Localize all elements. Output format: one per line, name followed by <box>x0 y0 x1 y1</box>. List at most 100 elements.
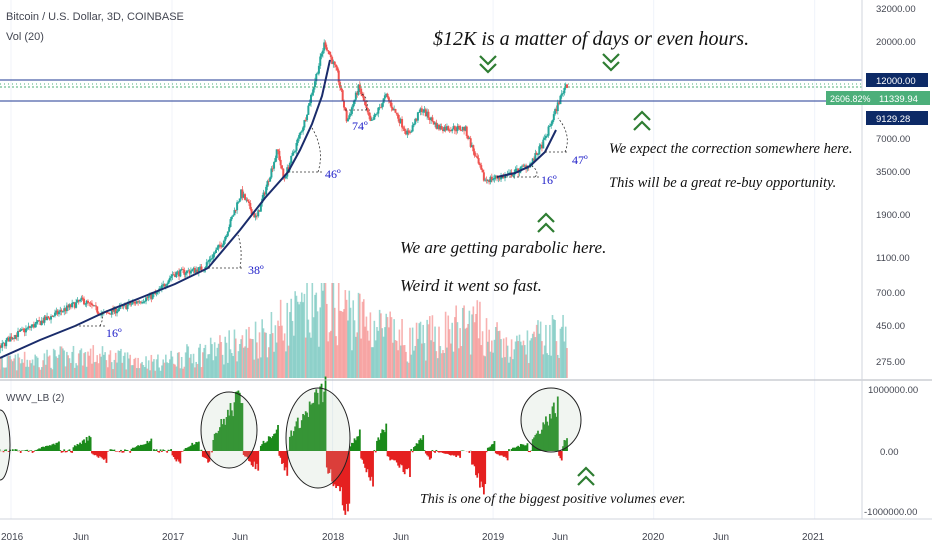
candle-body <box>180 269 183 270</box>
candle-body <box>287 167 290 170</box>
wwv-bar <box>416 443 419 451</box>
volume-bar <box>541 341 543 378</box>
volume-bar <box>186 344 188 378</box>
volume-bar <box>279 299 282 378</box>
wwv-bar <box>163 450 166 451</box>
volume-bar <box>258 332 261 378</box>
wwv-bar <box>234 391 237 451</box>
wwv-bar <box>38 448 41 451</box>
volume-bar <box>549 324 551 378</box>
wwv-bar <box>541 429 543 451</box>
wwv-bar <box>216 433 219 451</box>
volume-bar <box>67 355 69 378</box>
wwv-indicator-label[interactable]: WWV_LB (2) <box>6 393 65 404</box>
volume-bar <box>73 367 76 378</box>
wwv-bar <box>426 451 429 456</box>
volume-bar <box>480 345 483 378</box>
wwv-bar <box>180 451 183 452</box>
candle-body <box>387 97 390 101</box>
wwv-bar <box>502 451 505 457</box>
wwv-bar <box>68 449 71 451</box>
candle-body <box>114 307 117 314</box>
volume-bar <box>250 338 253 378</box>
wwv-bar <box>92 451 95 455</box>
volume-bar <box>100 356 102 378</box>
volume-bar <box>178 352 180 378</box>
current-price-tag[interactable] <box>876 91 930 105</box>
wwv-bar <box>187 447 190 451</box>
volume-bar <box>508 362 510 378</box>
price-tag-9129[interactable] <box>866 111 928 125</box>
recovery-trendline[interactable] <box>496 129 557 178</box>
candle-body <box>420 108 423 112</box>
volume-bar <box>332 283 335 378</box>
volume-bar <box>52 348 55 378</box>
wwv-bar <box>560 451 563 461</box>
candle-body <box>536 154 539 156</box>
candle-body <box>274 158 277 163</box>
wwv-bar <box>336 451 339 487</box>
wwv-bar <box>75 446 78 451</box>
candle-body <box>562 93 565 94</box>
volume-bar <box>488 329 490 378</box>
volume-bar <box>318 346 320 378</box>
candle-body <box>44 316 47 320</box>
volume-bar <box>529 340 531 378</box>
candle-body <box>465 126 468 136</box>
wwv-bar <box>236 391 239 451</box>
volume-bar <box>337 283 340 378</box>
wwv-bar <box>241 403 244 451</box>
candle-body <box>26 327 29 329</box>
volume-bar <box>25 366 27 378</box>
wwv-bar <box>510 448 513 451</box>
volume-bar <box>522 340 525 378</box>
candle-body <box>439 126 442 130</box>
volume-bar <box>234 338 237 378</box>
wwv-bar <box>80 443 83 451</box>
wwv-bar <box>484 451 487 485</box>
volume-bar <box>14 354 17 378</box>
candle-body <box>166 283 169 286</box>
volume-bar <box>521 345 523 378</box>
volume-bar <box>200 367 203 378</box>
wwv-bar <box>262 440 265 451</box>
candle-body <box>228 226 231 232</box>
wwv-bar <box>394 451 397 461</box>
volume-bar <box>60 346 63 378</box>
volume-bar <box>382 336 385 378</box>
wwv-bar <box>238 392 241 451</box>
price-tag-12000[interactable] <box>866 73 928 87</box>
candle-body <box>559 95 562 105</box>
volume-bar <box>159 370 162 378</box>
volume-bar <box>411 327 414 378</box>
wwv-bar <box>457 451 460 456</box>
wwv-bar <box>89 437 92 451</box>
wwv-bar <box>153 449 155 451</box>
wwv-bar <box>261 444 264 451</box>
wwv-bar <box>438 451 440 453</box>
wwv-bar <box>471 451 473 465</box>
candle-body <box>416 112 419 121</box>
wwv-bar <box>451 451 454 455</box>
volume-bar <box>428 316 431 378</box>
wwv-bar <box>526 443 529 451</box>
candle-body <box>428 117 431 121</box>
candle-body <box>250 209 253 215</box>
volume-bar <box>333 307 336 378</box>
candle-body <box>486 180 489 181</box>
wwv-bar <box>14 449 17 451</box>
wwv-bar <box>158 451 161 453</box>
volume-bar <box>97 363 100 378</box>
wwv-bar <box>126 450 129 451</box>
wwv-bar <box>453 451 456 456</box>
volume-bar <box>384 327 386 378</box>
wwv-bar <box>7 451 10 452</box>
wwv-bar <box>500 451 502 456</box>
volume-indicator-label[interactable]: Vol (20) <box>6 31 44 43</box>
wwv-bar <box>130 448 133 451</box>
volume-bar <box>275 342 278 378</box>
volume-bar <box>406 361 409 378</box>
parabolic-trendline[interactable] <box>0 59 331 359</box>
symbol-title[interactable]: Bitcoin / U.S. Dollar, 3D, COINBASE <box>6 11 184 23</box>
